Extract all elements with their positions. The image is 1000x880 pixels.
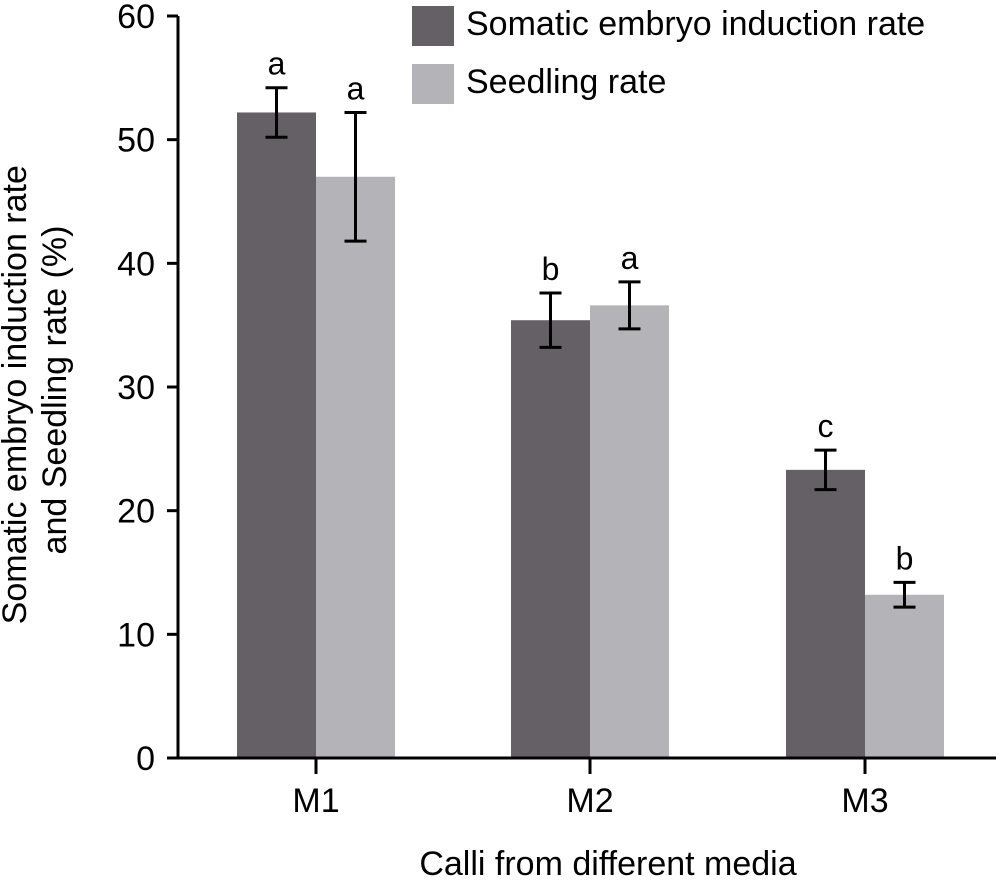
significance-labels-layer: a a b a c b	[268, 46, 914, 577]
y-axis-title: Somatic embryo induction rate and Seedli…	[0, 156, 74, 625]
legend-swatch	[412, 64, 454, 104]
bar	[590, 305, 669, 758]
significance-label: a	[621, 240, 639, 276]
legend-label: Somatic embryo induction rate	[466, 5, 925, 43]
x-category-label: M1	[292, 782, 339, 820]
significance-label: a	[268, 46, 286, 82]
y-ticks-layer: 0 10 20 30 40 50 60	[117, 0, 178, 778]
significance-label: b	[896, 540, 914, 576]
significance-label: c	[818, 408, 834, 444]
bar	[237, 112, 316, 758]
significance-label: a	[347, 70, 365, 106]
bar	[786, 469, 865, 758]
legend-swatch	[412, 6, 454, 46]
y-tick-label: 30	[117, 369, 155, 407]
y-tick-label: 10	[117, 616, 155, 654]
y-tick-label: 40	[117, 245, 155, 283]
y-tick-label: 0	[136, 740, 155, 778]
y-tick-label: 50	[117, 122, 155, 160]
legend: Somatic embryo induction rate Seedling ra…	[412, 5, 925, 104]
legend-label: Seedling rate	[466, 63, 666, 101]
y-axis-title-line-2: and Seedling rate (%)	[36, 226, 74, 555]
bar	[865, 594, 944, 758]
y-tick-label: 20	[117, 493, 155, 531]
x-axis-title: Calli from different media	[419, 845, 796, 880]
y-tick-label: 60	[117, 0, 155, 36]
error-bars-layer	[265, 86, 916, 609]
significance-label: b	[542, 251, 560, 287]
bars-layer	[237, 112, 944, 758]
x-categories-layer: M1 M2 M3	[292, 758, 889, 820]
y-axis-title-line-1: Somatic embryo induction rate	[0, 165, 34, 624]
x-category-label: M2	[566, 782, 613, 820]
bar	[316, 176, 395, 758]
x-category-label: M3	[841, 782, 888, 820]
bar	[511, 320, 590, 758]
